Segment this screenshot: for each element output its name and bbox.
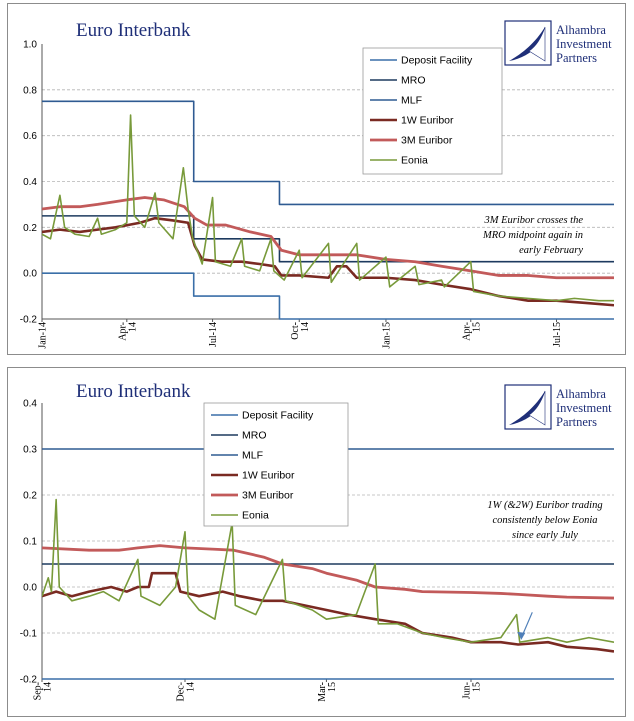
legend-label-mro: MRO [401, 75, 426, 87]
series-line-deposit [42, 272, 614, 320]
y-tick-label: 1.0 [23, 40, 37, 51]
x-tick-label: Dec- [176, 682, 187, 701]
y-tick-label: 0.6 [23, 131, 37, 142]
y-tick-label: -0.1 [20, 629, 38, 640]
annotation-text: consistently below Eonia [493, 515, 598, 526]
x-tick-label: 15 [327, 682, 338, 692]
logo-line-2: Investment [556, 37, 612, 51]
y-tick-label: -0.2 [20, 315, 38, 326]
y-tick-label: -0.2 [20, 675, 38, 686]
annotation-arrowhead [517, 631, 526, 640]
series-line-mlf [42, 100, 614, 206]
legend-label-mro: MRO [242, 430, 267, 442]
legend-box [203, 402, 349, 527]
x-tick-label: 14 [186, 682, 197, 692]
logo-line-3: Partners [556, 415, 597, 429]
logo-swoosh-inner [528, 26, 546, 62]
annotation-text: since early July [512, 530, 578, 541]
y-tick-label: 0.4 [23, 177, 37, 188]
chart-panel-bottom: 0.4 0.3 0.2 0.1 0.0 -0.1 -0.2 Sep- 14 Dec- 14 Mar- 1… [7, 367, 626, 717]
legend-label-mlf: MLF [401, 95, 422, 107]
y-tick-label: 0.2 [23, 491, 37, 502]
legend-label-eonia: Eonia [401, 155, 428, 167]
x-tick-label: Jun- [462, 682, 473, 699]
series-line-m3 [42, 196, 614, 280]
series-line-w1 [42, 571, 614, 653]
x-tick-label: Jan-14 [38, 322, 49, 349]
x-tick-label: Jan-15 [381, 322, 392, 349]
y-tick-label: 0.0 [23, 269, 37, 280]
legend-label-deposit: Deposit Facility [242, 410, 314, 422]
legend-label-mlf: MLF [242, 450, 263, 462]
series-line-m3 [42, 544, 614, 600]
x-tick-label: 14 [127, 322, 138, 332]
y-tick-label: 0.3 [23, 445, 37, 456]
logo-line-1: Alhambra [556, 387, 606, 401]
chart-title: Euro Interbank [76, 381, 191, 402]
x-tick-label: Apr- [117, 322, 128, 341]
logo-line-1: Alhambra [556, 23, 606, 37]
x-tick-label: Mar- [317, 682, 328, 702]
x-tick-label: 15 [471, 322, 482, 332]
x-tick-label: Apr- [461, 322, 472, 341]
series-line-w1 [42, 216, 614, 307]
legend-label-w1: 1W Euribor [242, 470, 295, 482]
legend-label-eonia: Eonia [242, 510, 269, 522]
y-tick-label: 0.2 [23, 223, 37, 234]
x-tick-label: Jul-15 [552, 322, 563, 347]
x-tick-label: 15 [472, 682, 483, 692]
series-line-eonia [42, 114, 614, 302]
logo-swoosh-inner [528, 390, 546, 426]
x-tick-label: 14 [300, 322, 311, 332]
logo-line-3: Partners [556, 51, 597, 65]
series-group [42, 100, 614, 320]
annotation-text: early February [519, 245, 583, 256]
series-line-eonia [42, 498, 614, 643]
legend-label-m3: 3M Euribor [401, 135, 453, 147]
annotation-text: MRO midpoint again in [482, 230, 583, 241]
legend-label-m3: 3M Euribor [242, 490, 294, 502]
annotation-text: 3M Euribor crosses the [484, 215, 584, 226]
chart-title: Euro Interbank [76, 20, 191, 41]
legend-label-w1: 1W Euribor [401, 115, 454, 127]
legend-box [362, 47, 503, 175]
series-line-mro [42, 215, 614, 263]
y-tick-label: 0.4 [23, 399, 37, 410]
chart-panel-top: 1.0 0.8 0.6 0.4 0.2 0.0 -0.2 Jan-14 Apr- 14 Jul-14… [7, 3, 626, 355]
legend-label-deposit: Deposit Facility [401, 55, 473, 67]
x-tick-label: Jul-14 [208, 322, 219, 347]
y-tick-label: 0.1 [23, 537, 37, 548]
y-tick-label: 0.8 [23, 85, 37, 96]
logo-line-2: Investment [556, 401, 612, 415]
x-tick-label: 14 [43, 682, 54, 692]
y-tick-label: 0.0 [23, 583, 37, 594]
annotation-text: 1W (&2W) Euribor trading [487, 500, 602, 511]
x-tick-label: Sep- [33, 682, 44, 700]
x-tick-label: Oct- [290, 322, 301, 340]
